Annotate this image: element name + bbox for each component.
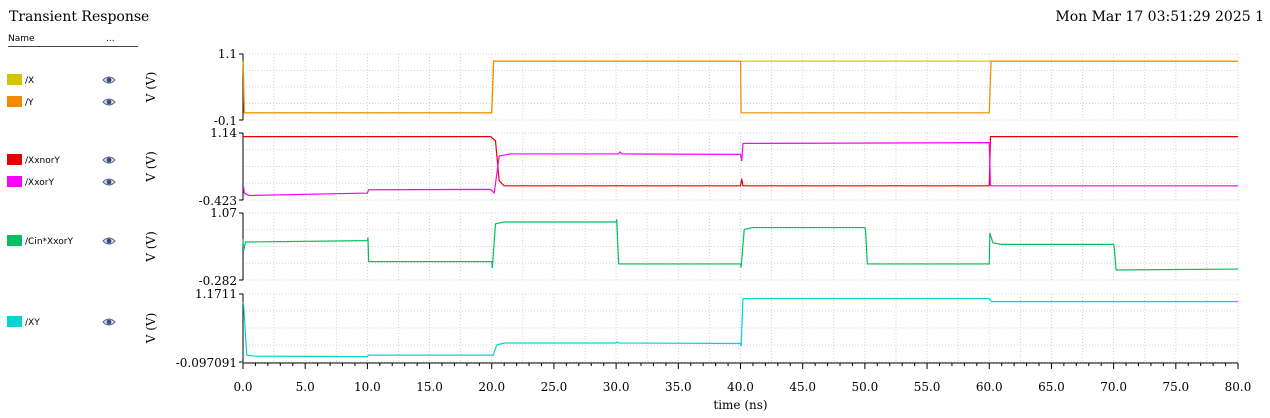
- y-tick-label-bottom: -0.097091: [176, 356, 237, 370]
- y-tick-label-top: 1.1711: [195, 287, 237, 301]
- y-tick-label-bottom: -0.423: [199, 194, 237, 208]
- legend-label: /XY: [25, 318, 40, 328]
- eye-icon[interactable]: [102, 96, 116, 108]
- x-tick-label: 50.0: [852, 380, 879, 394]
- x-tick-label: 80.0: [1225, 380, 1252, 394]
- legend-name-header[interactable]: Name: [8, 34, 35, 44]
- legend-label: /Y: [25, 98, 34, 108]
- y-axis-label: V (V): [144, 72, 158, 104]
- x-tick-label: 60.0: [976, 380, 1003, 394]
- timestamp: Mon Mar 17 03:51:29 2025 1: [1055, 9, 1264, 25]
- y-axis-label: V (V): [144, 231, 158, 263]
- x-tick-label: 5.0: [296, 380, 315, 394]
- y-tick-label-top: 1.07: [210, 206, 237, 220]
- x-axis-label: time (ns): [713, 398, 767, 412]
- x-tick-label: 40.0: [727, 380, 754, 394]
- legend-more-header[interactable]: ...: [106, 34, 115, 44]
- panel-3: 1.07 -0.282 V (V): [144, 206, 1239, 288]
- legend-swatch: [7, 176, 22, 187]
- y-tick-label-top: 1.1: [218, 47, 237, 61]
- legend-label: /Cin*XxorY: [25, 237, 73, 247]
- legend-swatch: [7, 316, 22, 327]
- x-tick-label: 35.0: [665, 380, 692, 394]
- x-tick-label: 0.0: [233, 380, 252, 394]
- x-tick-label: 20.0: [478, 380, 505, 394]
- eye-icon[interactable]: [102, 74, 116, 86]
- x-tick-label: 55.0: [914, 380, 941, 394]
- x-tick-label: 30.0: [603, 380, 630, 394]
- legend-swatch: [7, 74, 22, 85]
- x-tick-label: 45.0: [789, 380, 816, 394]
- series-line: [242, 60, 1238, 114]
- y-axis-label: V (V): [144, 313, 158, 345]
- series-line: [242, 219, 1239, 271]
- legend-header: Name ...: [8, 34, 138, 47]
- x-tick-label: 10.0: [354, 380, 381, 394]
- legend-swatch: [7, 235, 22, 246]
- legend-label: /X: [25, 76, 35, 86]
- x-tick-label: 70.0: [1100, 380, 1127, 394]
- eye-icon[interactable]: [102, 235, 116, 247]
- chart-title: Transient Response: [9, 9, 150, 25]
- series-line: [243, 142, 1238, 197]
- x-tick-label: 75.0: [1162, 380, 1189, 394]
- panel-4: 1.1711 -0.097091 V (V): [144, 287, 1239, 370]
- eye-icon[interactable]: [102, 176, 116, 188]
- legend-swatch: [7, 96, 22, 107]
- eye-icon[interactable]: [102, 154, 116, 166]
- x-tick-label: 15.0: [416, 380, 443, 394]
- panel-2: 1.14 -0.423 V (V): [144, 126, 1239, 208]
- eye-icon[interactable]: [102, 316, 116, 328]
- y-axis-label: V (V): [144, 151, 158, 183]
- series-line: [242, 297, 1238, 358]
- legend-swatch: [7, 154, 22, 165]
- legend-label: /XxnorY: [25, 156, 60, 166]
- y-tick-label-bottom: -0.282: [199, 274, 237, 288]
- y-tick-label-top: 1.14: [210, 126, 237, 140]
- y-tick-label-bottom: -0.1: [214, 114, 237, 128]
- series-line: [243, 136, 1238, 187]
- x-tick-label: 65.0: [1038, 380, 1065, 394]
- x-tick-label: 25.0: [541, 380, 568, 394]
- legend-label: /XxorY: [25, 178, 54, 188]
- panel-1: 1.1 -0.1 V (V): [144, 47, 1239, 128]
